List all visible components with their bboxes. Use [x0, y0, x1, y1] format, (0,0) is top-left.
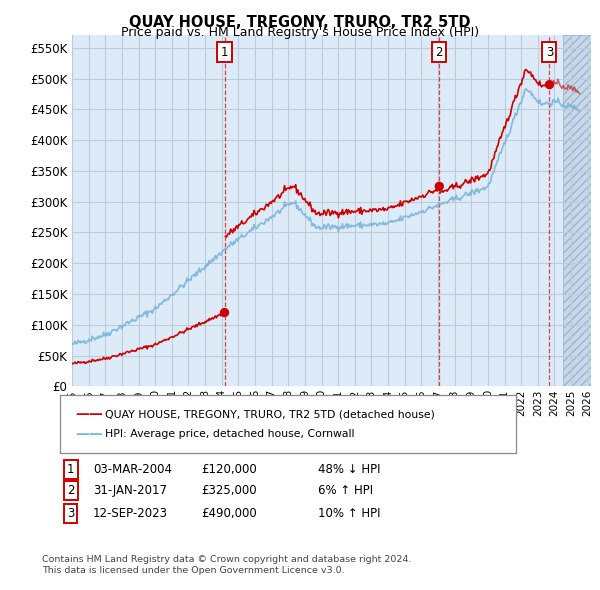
- Text: 10% ↑ HPI: 10% ↑ HPI: [318, 507, 380, 520]
- Text: QUAY HOUSE, TREGONY, TRURO, TR2 5TD (detached house): QUAY HOUSE, TREGONY, TRURO, TR2 5TD (det…: [105, 409, 435, 419]
- Text: ——: ——: [75, 427, 103, 441]
- Text: This data is licensed under the Open Government Licence v3.0.: This data is licensed under the Open Gov…: [42, 566, 344, 575]
- Text: £325,000: £325,000: [201, 484, 257, 497]
- Text: 6% ↑ HPI: 6% ↑ HPI: [318, 484, 373, 497]
- Text: Price paid vs. HM Land Registry's House Price Index (HPI): Price paid vs. HM Land Registry's House …: [121, 26, 479, 39]
- Text: 3: 3: [67, 507, 74, 520]
- Point: [545, 80, 554, 90]
- Text: 48% ↓ HPI: 48% ↓ HPI: [318, 463, 380, 476]
- Text: 12-SEP-2023: 12-SEP-2023: [93, 507, 168, 520]
- Point: [220, 308, 229, 317]
- Text: £490,000: £490,000: [201, 507, 257, 520]
- Bar: [563, 35, 600, 386]
- Text: 1: 1: [221, 45, 228, 58]
- Text: Contains HM Land Registry data © Crown copyright and database right 2024.: Contains HM Land Registry data © Crown c…: [42, 555, 412, 563]
- Text: HPI: Average price, detached house, Cornwall: HPI: Average price, detached house, Corn…: [105, 429, 355, 438]
- Text: 2: 2: [67, 484, 74, 497]
- Text: 03-MAR-2004: 03-MAR-2004: [93, 463, 172, 476]
- Text: 1: 1: [67, 463, 74, 476]
- Text: QUAY HOUSE, TREGONY, TRURO, TR2 5TD: QUAY HOUSE, TREGONY, TRURO, TR2 5TD: [129, 15, 471, 30]
- Text: £120,000: £120,000: [201, 463, 257, 476]
- Text: 31-JAN-2017: 31-JAN-2017: [93, 484, 167, 497]
- Text: ——: ——: [75, 407, 103, 421]
- Text: 2: 2: [436, 45, 443, 58]
- Point: [434, 182, 444, 191]
- Text: 3: 3: [546, 45, 553, 58]
- Bar: [563, 35, 600, 386]
